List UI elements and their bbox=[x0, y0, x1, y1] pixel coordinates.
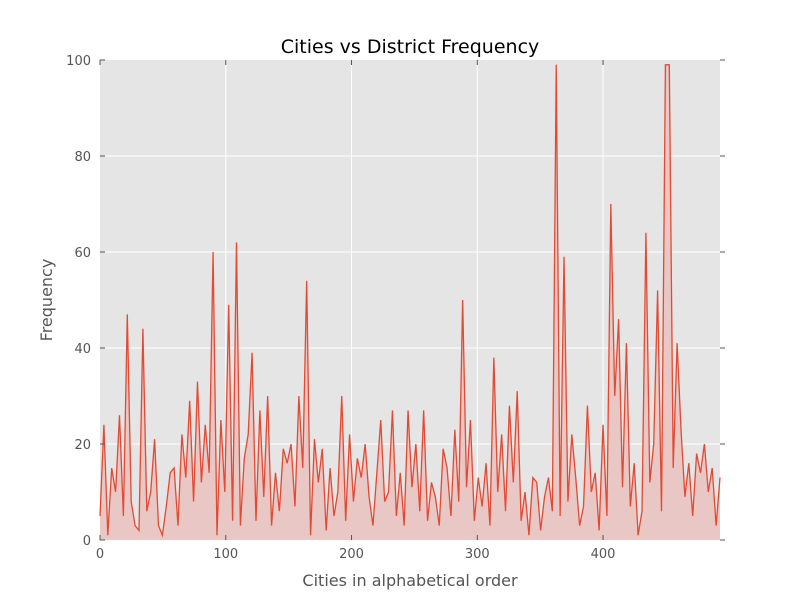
y-tick-label: 40 bbox=[74, 342, 91, 357]
series-layer bbox=[99, 64, 721, 541]
y-tick-label: 60 bbox=[74, 246, 91, 261]
y-tick-label: 80 bbox=[74, 150, 91, 165]
tick-layer: 0 100 200 300 400 0 20 40 60 80 100 bbox=[66, 54, 725, 562]
x-tick-label: 400 bbox=[591, 547, 616, 562]
x-axis-title: Cities in alphabetical order bbox=[302, 571, 518, 590]
series-area bbox=[100, 64, 720, 541]
x-tick-label: 0 bbox=[96, 547, 104, 562]
series-line bbox=[99, 64, 721, 538]
y-tick-label: 20 bbox=[74, 438, 91, 453]
y-tick-label: 100 bbox=[66, 54, 91, 69]
chart-title: Cities vs District Frequency bbox=[281, 36, 540, 58]
x-tick-label: 100 bbox=[213, 547, 238, 562]
y-tick-label: 0 bbox=[83, 534, 91, 549]
x-tick-label: 300 bbox=[465, 547, 490, 562]
x-tick-label: 200 bbox=[339, 547, 364, 562]
y-axis-title: Frequency bbox=[37, 259, 56, 342]
